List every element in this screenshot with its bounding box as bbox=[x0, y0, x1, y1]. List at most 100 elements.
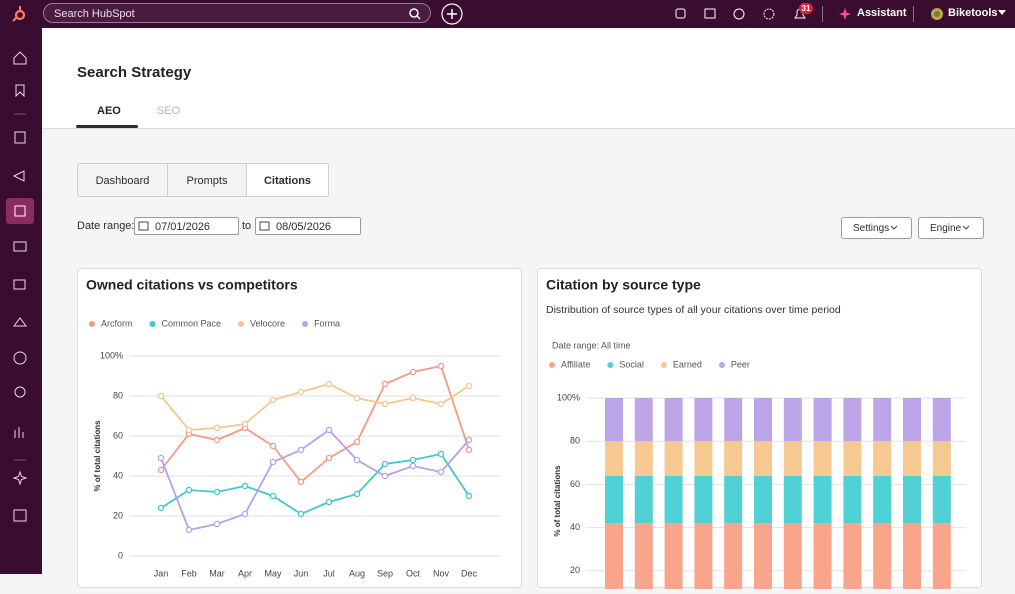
x-tick-label: Feb bbox=[181, 568, 197, 578]
settings-icon[interactable] bbox=[763, 8, 775, 20]
subtab-active[interactable]: Citations bbox=[246, 163, 329, 197]
data-point bbox=[465, 382, 473, 390]
bar-segment bbox=[903, 398, 921, 442]
toolbar-icons[interactable] bbox=[674, 6, 814, 24]
data-point bbox=[437, 450, 445, 458]
subtab[interactable]: Dashboard bbox=[77, 163, 168, 197]
assistant-button[interactable]: Assistant bbox=[857, 7, 907, 19]
y-tick-label: 40 bbox=[113, 470, 123, 480]
data-point bbox=[465, 492, 473, 500]
bar-segment bbox=[932, 441, 951, 476]
tab-active[interactable]: AEO bbox=[97, 105, 121, 117]
legend-marker bbox=[718, 362, 725, 368]
contacts-icon[interactable] bbox=[14, 131, 26, 144]
sidebar bbox=[0, 28, 42, 574]
subtab[interactable]: Prompts bbox=[167, 163, 247, 197]
end-date[interactable]: 08/05/2026 bbox=[255, 217, 361, 235]
y-tick-label: 20 bbox=[570, 565, 580, 575]
marketplace-icon[interactable] bbox=[704, 8, 716, 19]
account-menu[interactable]: Biketools bbox=[948, 7, 998, 19]
page-title: Search Strategy bbox=[77, 64, 192, 81]
data-point bbox=[297, 478, 305, 486]
add-button[interactable] bbox=[441, 3, 463, 25]
button-label: Engine bbox=[930, 223, 962, 234]
assistant-icon[interactable] bbox=[839, 8, 851, 20]
legend-marker bbox=[660, 362, 667, 368]
data-icon[interactable] bbox=[13, 351, 27, 365]
legend-marker bbox=[302, 321, 309, 327]
engine-button[interactable]: Engine bbox=[918, 217, 984, 239]
bar-segment bbox=[754, 475, 772, 524]
tab[interactable]: SEO bbox=[157, 105, 181, 117]
caret bbox=[962, 225, 970, 230]
legend-label: Velocore bbox=[250, 318, 285, 328]
x-tick-label: Jul bbox=[323, 568, 335, 578]
bar-segment bbox=[754, 398, 772, 442]
x-tick-label: Mar bbox=[209, 568, 225, 578]
series-line bbox=[160, 383, 470, 431]
chart-title: Citation by source type bbox=[546, 277, 701, 293]
x-tick-label: Oct bbox=[406, 568, 421, 578]
network-icon[interactable] bbox=[14, 386, 26, 398]
active-item[interactable] bbox=[6, 198, 34, 224]
legend-label: Earned bbox=[673, 359, 702, 369]
search-icon[interactable] bbox=[408, 7, 422, 21]
start-date[interactable]: 07/01/2026 bbox=[134, 217, 239, 235]
legend-marker bbox=[149, 321, 156, 327]
ai-icon[interactable] bbox=[12, 470, 28, 486]
data-point bbox=[409, 456, 417, 464]
bookmark-icon[interactable] bbox=[15, 84, 25, 98]
chart-card: Citation by source type Distribution of s… bbox=[537, 268, 982, 594]
content-icon bbox=[14, 205, 26, 217]
reports-icon[interactable] bbox=[14, 427, 24, 438]
bar-segment bbox=[813, 475, 832, 524]
bar-segment bbox=[605, 475, 623, 524]
data-point bbox=[353, 394, 361, 402]
legend-label: Social bbox=[619, 359, 644, 369]
bar-segment bbox=[664, 523, 683, 594]
bar-segment bbox=[634, 441, 653, 476]
y-tick-label: 100% bbox=[100, 350, 123, 360]
x-tick-label: May bbox=[264, 568, 282, 578]
data-point bbox=[325, 426, 333, 434]
settings-button[interactable]: Settings bbox=[841, 217, 912, 239]
bar-segment bbox=[724, 441, 743, 476]
bar-segment bbox=[843, 475, 862, 524]
bar-segment bbox=[873, 441, 892, 476]
commerce-icon[interactable] bbox=[13, 241, 27, 252]
bar-segment bbox=[664, 398, 683, 442]
data-point bbox=[269, 492, 277, 500]
bar-segment bbox=[634, 523, 653, 594]
calendar-icon bbox=[138, 221, 149, 231]
data-point bbox=[465, 446, 473, 454]
data-point bbox=[213, 436, 221, 444]
top-bar: Search HubSpot 31 Assistant Biketools bbox=[0, 0, 1015, 28]
x-tick-label: Jun bbox=[294, 568, 309, 578]
page-header bbox=[42, 28, 1015, 129]
x-tick-label: Apr bbox=[238, 568, 252, 578]
data-point bbox=[241, 482, 249, 490]
service-icon[interactable] bbox=[13, 279, 26, 290]
data-point bbox=[241, 420, 249, 428]
automation-icon[interactable] bbox=[13, 317, 27, 327]
marketing-icon[interactable] bbox=[12, 170, 25, 182]
y-tick-label: 20 bbox=[113, 510, 123, 520]
bar-segment bbox=[932, 475, 951, 524]
data-point bbox=[213, 520, 221, 528]
x-tick-label: Aug bbox=[349, 568, 365, 578]
legend-label: Affiliate bbox=[561, 359, 590, 369]
data-point bbox=[353, 490, 361, 498]
search-box[interactable]: Search HubSpot bbox=[43, 3, 431, 23]
phone-icon[interactable] bbox=[675, 8, 686, 19]
y-tick-label: 80 bbox=[113, 390, 123, 400]
data-point bbox=[157, 454, 165, 462]
bar-segment bbox=[843, 441, 862, 476]
home-icon[interactable] bbox=[13, 51, 27, 65]
data-point bbox=[381, 472, 389, 480]
dev-icon[interactable] bbox=[13, 509, 27, 522]
avatar[interactable] bbox=[930, 7, 944, 21]
y-tick-label: 60 bbox=[570, 479, 580, 489]
logo[interactable] bbox=[10, 4, 30, 24]
bar-segment bbox=[634, 475, 653, 524]
help-icon[interactable] bbox=[733, 8, 745, 20]
